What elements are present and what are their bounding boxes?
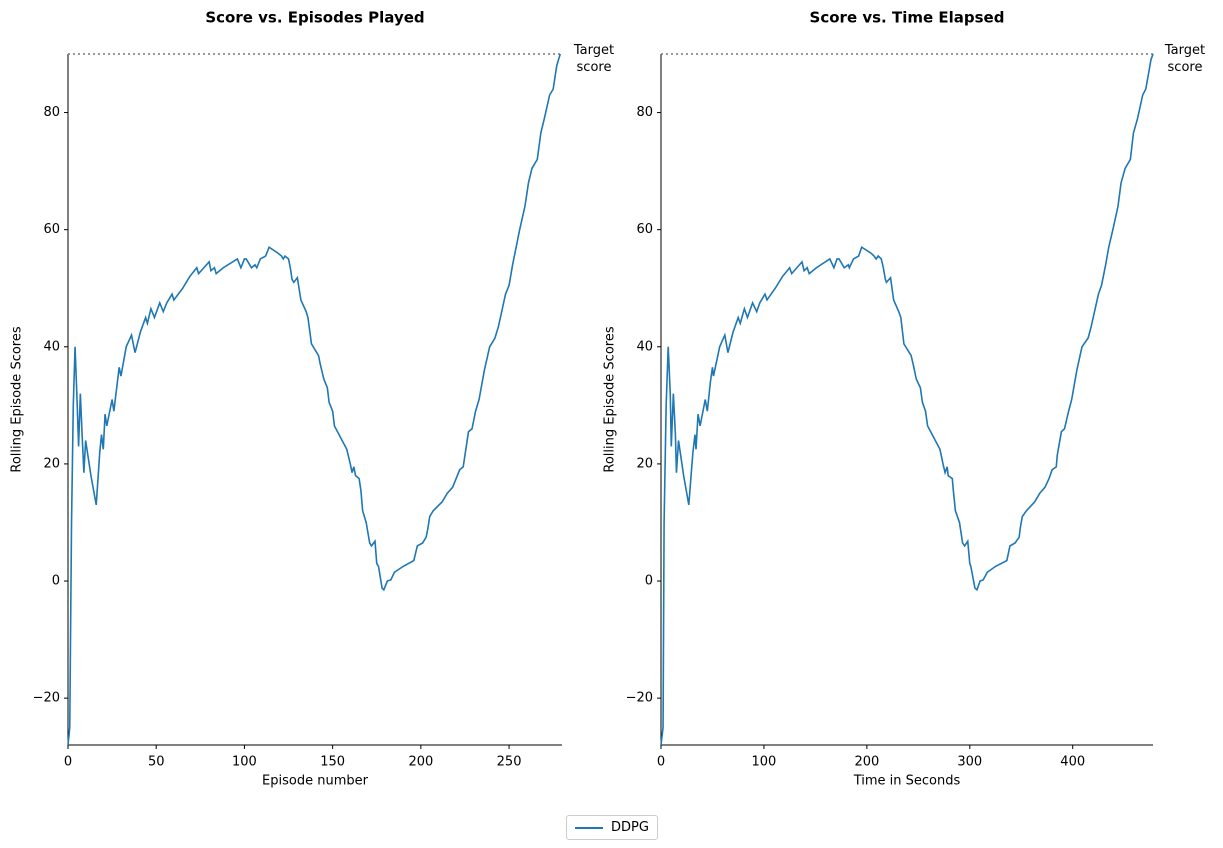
y-tick-label: 60 xyxy=(43,222,60,237)
y-tick-label: 60 xyxy=(636,222,653,237)
y-tick-label: 0 xyxy=(52,574,60,589)
x-tick-label: 100 xyxy=(752,755,777,770)
x-tick-label: 150 xyxy=(320,755,345,770)
series-line xyxy=(660,53,1154,746)
y-tick-label: 0 xyxy=(645,574,653,589)
y-tick-label: 40 xyxy=(43,339,60,354)
y-tick-label: −20 xyxy=(33,691,60,706)
y-tick-label: 20 xyxy=(636,456,653,471)
x-tick-label: 50 xyxy=(148,755,165,770)
target-label: Target score xyxy=(573,43,615,75)
x-tick-label: 0 xyxy=(657,755,665,770)
x-tick-label: 100 xyxy=(232,755,257,770)
y-tick-label: 80 xyxy=(636,105,653,120)
x-tick-label: 250 xyxy=(497,755,522,770)
y-tick-label: −20 xyxy=(626,691,653,706)
chart-title: Score vs. Time Elapsed xyxy=(810,9,1005,27)
legend-swatch xyxy=(575,826,604,829)
x-axis-label: Episode number xyxy=(262,774,369,789)
x-tick-label: 200 xyxy=(854,755,879,770)
x-axis-label: Time in Seconds xyxy=(853,774,961,789)
legend-label: DDPG xyxy=(611,820,649,835)
y-axis-label: Rolling Episode Scores xyxy=(603,326,618,472)
y-tick-label: 20 xyxy=(43,456,60,471)
series-line xyxy=(67,53,562,746)
x-tick-label: 0 xyxy=(64,755,72,770)
legend: DDPG xyxy=(566,815,658,840)
y-tick-label: 80 xyxy=(43,105,60,120)
y-axis-label: Rolling Episode Scores xyxy=(10,326,25,472)
chart-title: Score vs. Episodes Played xyxy=(205,9,424,27)
x-tick-label: 300 xyxy=(957,755,982,770)
x-tick-label: 200 xyxy=(408,755,433,770)
y-tick-label: 40 xyxy=(636,339,653,354)
x-tick-label: 400 xyxy=(1060,755,1085,770)
target-label: Target score xyxy=(1164,43,1206,75)
